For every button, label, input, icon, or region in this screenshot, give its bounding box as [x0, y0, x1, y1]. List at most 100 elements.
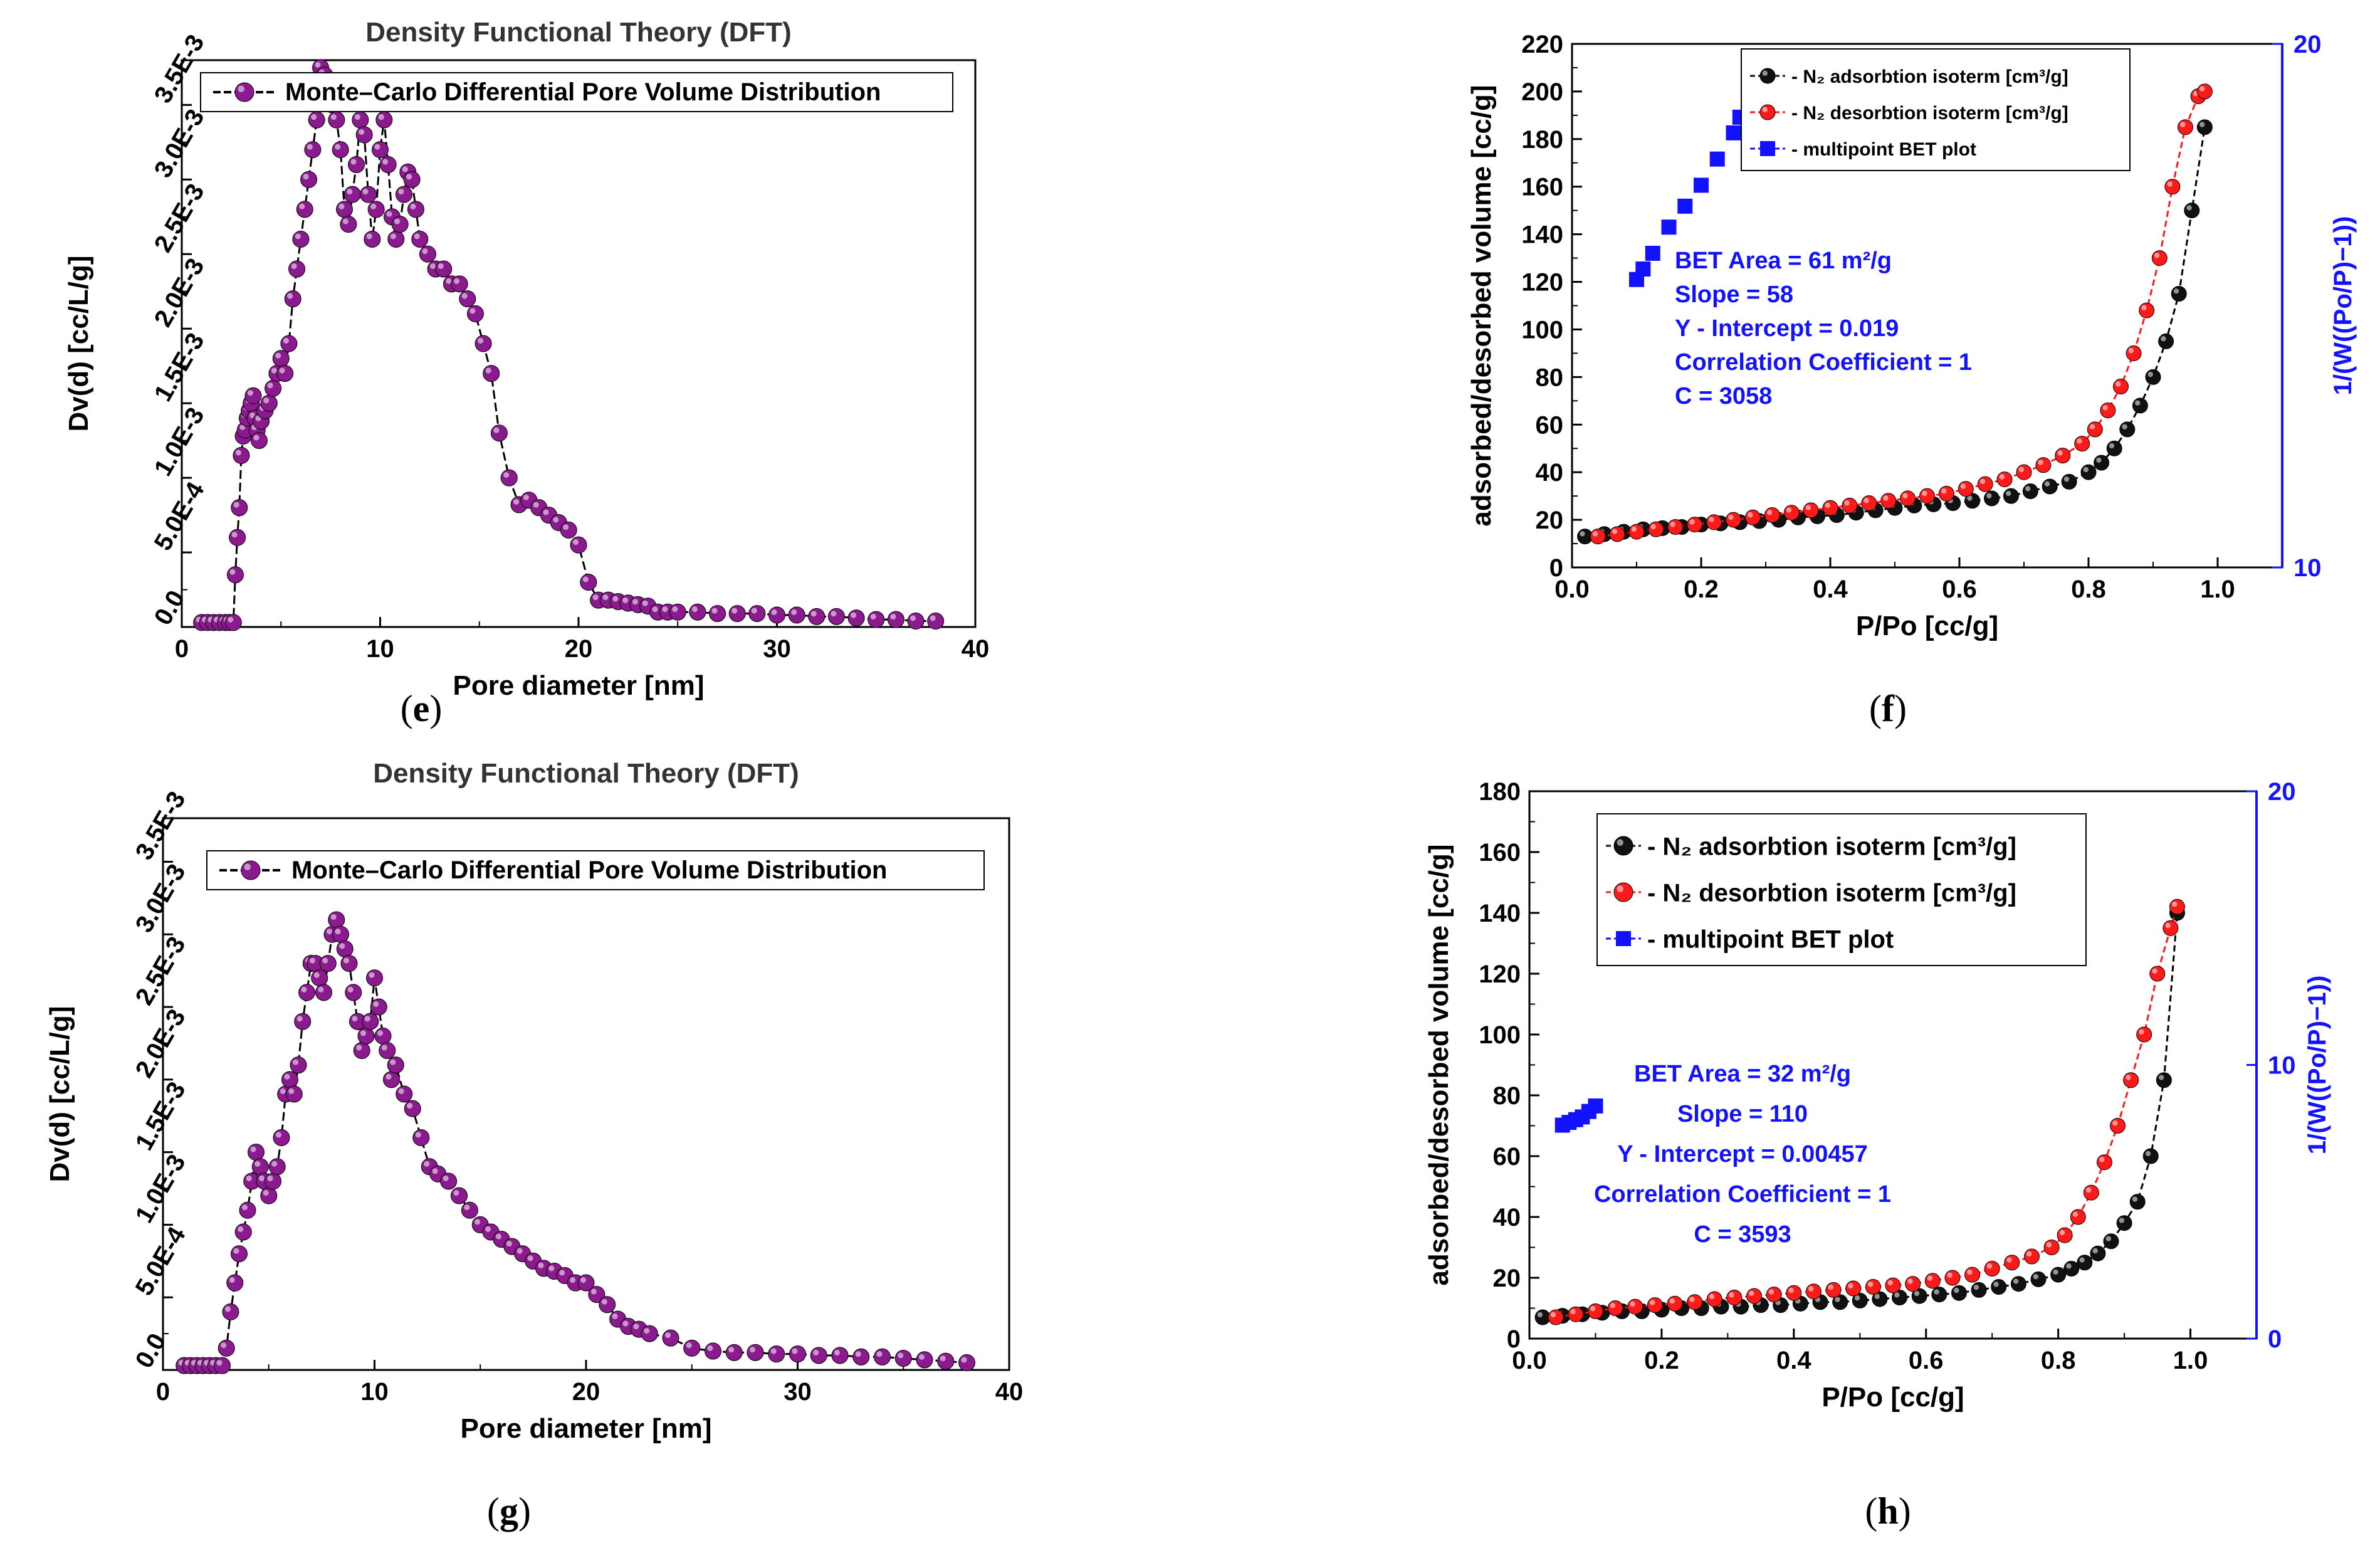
marker-body — [370, 998, 387, 1016]
marker-body — [483, 365, 500, 382]
chart-title: Density Functional Theory (DFT) — [365, 17, 792, 48]
marker-body — [2055, 448, 2071, 464]
data-point — [298, 984, 315, 1001]
marker-highlight — [362, 189, 369, 195]
marker-highlight — [580, 1277, 586, 1283]
data-point — [451, 275, 468, 293]
data-point — [1991, 1279, 2007, 1295]
data-point — [281, 1071, 298, 1088]
marker-body — [705, 1342, 721, 1360]
marker-body — [229, 529, 246, 546]
data-point — [260, 394, 278, 412]
marker-body — [1706, 514, 1722, 530]
marker-highlight — [2006, 1257, 2012, 1263]
data-point — [1984, 490, 2000, 507]
data-point — [1861, 495, 1877, 512]
marker-highlight — [454, 278, 460, 284]
marker-highlight — [1954, 1287, 1959, 1293]
marker-highlight — [2026, 1251, 2032, 1257]
marker-body — [466, 305, 484, 322]
right-y-tick-label: 20 — [2268, 778, 2296, 806]
marker-body — [1764, 507, 1780, 523]
marker-highlight — [855, 1351, 861, 1357]
data-point — [2077, 1255, 2093, 1271]
legend-box — [1596, 813, 2087, 966]
marker-highlight — [283, 337, 289, 344]
panel-label-f: (f) — [1869, 688, 1907, 729]
marker-body — [328, 911, 345, 929]
data-point — [1825, 1282, 1842, 1298]
data-point — [233, 446, 250, 464]
data-point — [1746, 1288, 1763, 1304]
marker-highlight — [485, 1226, 491, 1232]
data-point — [2010, 1276, 2026, 1292]
panel-f: 0.0 0.2 0.4 0.6 0.8 1.0 0 20 40 60 80 100 120 140 160 1… — [1466, 31, 2357, 641]
marker-highlight — [267, 1175, 273, 1181]
marker-body — [1900, 490, 1916, 507]
marker-highlight — [1902, 493, 1908, 498]
legend: - N₂ adsorbtion isoterm [cm³/g] - N₂ deso… — [1741, 48, 2131, 171]
marker-body — [662, 1329, 679, 1347]
marker-highlight — [527, 1255, 533, 1261]
data-point — [1996, 471, 2013, 488]
marker-body — [387, 230, 405, 248]
marker-body — [2164, 179, 2181, 195]
annotation-line: C = 3593 — [1694, 1221, 1791, 1248]
marker-highlight — [407, 1103, 413, 1109]
marker-body — [273, 1129, 290, 1146]
marker-body — [1687, 517, 1703, 533]
marker-body — [2169, 898, 2185, 915]
legend-marker — [1616, 931, 1631, 946]
marker-highlight — [359, 129, 365, 135]
marker-highlight — [1669, 1298, 1675, 1304]
data-point — [2139, 302, 2155, 319]
annotation-line: BET Area = 61 m²/g — [1675, 248, 1892, 274]
data-point — [1984, 1260, 2000, 1277]
marker-highlight — [296, 1016, 303, 1022]
marker-highlight — [1709, 517, 1714, 522]
data-point — [1931, 1287, 1948, 1303]
marker-highlight — [284, 1073, 290, 1080]
marker-body — [2149, 966, 2166, 982]
data-point — [1880, 493, 1897, 509]
marker-highlight — [2085, 1187, 2092, 1193]
marker-highlight — [876, 1351, 883, 1357]
data-point — [435, 260, 453, 278]
marker-body — [308, 111, 325, 129]
marker-body — [1865, 1279, 1881, 1295]
marker-highlight — [1650, 524, 1656, 530]
right-y-axis-label: 1/(W((Po/P)−1)) — [2304, 976, 2331, 1155]
marker-highlight — [238, 85, 244, 92]
x-tick-label: 20 — [565, 635, 593, 663]
marker-body — [474, 335, 492, 352]
marker-body — [404, 1100, 421, 1117]
marker-highlight — [398, 1088, 404, 1094]
marker-body — [2151, 250, 2168, 266]
marker-highlight — [1762, 70, 1768, 76]
data-point — [234, 1223, 252, 1241]
marker-highlight — [231, 532, 238, 538]
marker-highlight — [2145, 1151, 2151, 1157]
marker-highlight — [485, 367, 491, 374]
marker-highlight — [292, 1059, 299, 1065]
data-point — [2110, 1118, 2126, 1134]
marker-body — [2123, 1072, 2139, 1088]
marker-highlight — [1864, 498, 1869, 503]
marker-body — [2126, 345, 2142, 361]
data-point — [383, 1071, 400, 1088]
marker-highlight — [810, 611, 817, 617]
marker-body — [1803, 502, 1819, 519]
series-0 — [1534, 905, 2185, 1325]
data-point — [1885, 1277, 1901, 1293]
data-point — [222, 1303, 239, 1320]
data-point — [887, 611, 904, 628]
marker-body — [1958, 481, 1974, 497]
marker-highlight — [224, 1306, 231, 1312]
marker-highlight — [1986, 1263, 1993, 1269]
data-point — [307, 955, 324, 972]
marker-body — [1726, 512, 1741, 528]
marker-highlight — [2079, 1257, 2085, 1263]
right-y-tick-label: 20 — [2294, 31, 2322, 58]
data-point — [1609, 526, 1625, 542]
y-tick-label: 1.5E-3 — [149, 329, 210, 406]
